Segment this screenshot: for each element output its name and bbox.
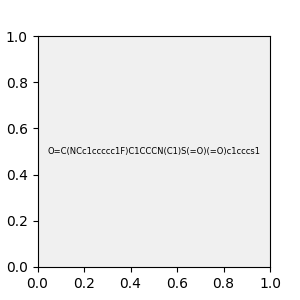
Text: O=C(NCc1ccccc1F)C1CCCN(C1)S(=O)(=O)c1cccs1: O=C(NCc1ccccc1F)C1CCCN(C1)S(=O)(=O)c1ccc…: [47, 147, 260, 156]
